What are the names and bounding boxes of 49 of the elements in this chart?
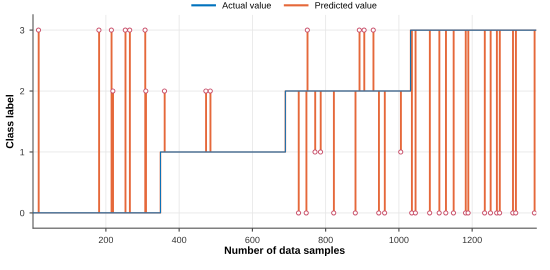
y-tick-label: 0 [20,210,24,216]
point [304,28,310,33]
x-tick-label: 600 [245,236,260,244]
point [532,210,536,216]
x-tick-label: 200 [98,236,114,244]
point [398,149,404,155]
x-tick-label: 400 [172,236,186,244]
y-tick-label: 2 [20,88,24,94]
y-axis-title: Class label [6,95,14,148]
point [96,28,102,33]
point [427,210,432,216]
point [203,88,208,94]
point [36,28,42,33]
point [376,210,382,216]
x-axis-title: Number of data samples [224,246,345,256]
legend-label: Actual value [222,2,271,9]
point [318,149,324,155]
point [488,210,494,216]
point [304,210,309,216]
point [362,28,367,33]
x-tick-label: 1000 [390,236,409,244]
point [513,210,518,216]
point [497,210,502,216]
point [443,210,448,216]
point [108,28,114,33]
point [162,88,168,94]
x-tick-label: 800 [318,236,333,244]
point [127,28,132,33]
point [110,88,116,94]
point [466,210,471,216]
point [331,210,336,216]
legend-label: Predicted value [315,2,376,9]
x-tick-label: 1200 [462,236,482,244]
point [296,210,302,216]
point [208,88,213,94]
point [122,28,128,33]
point [382,210,388,216]
point [143,88,148,94]
point [436,210,442,216]
point [370,28,376,33]
point [450,210,456,216]
y-tick-label: 3 [20,27,24,34]
point [312,149,318,155]
y-tick-label: 1 [20,149,24,156]
point [142,28,148,33]
point [356,28,362,33]
point [352,210,358,216]
point [412,210,418,216]
point [482,210,488,216]
